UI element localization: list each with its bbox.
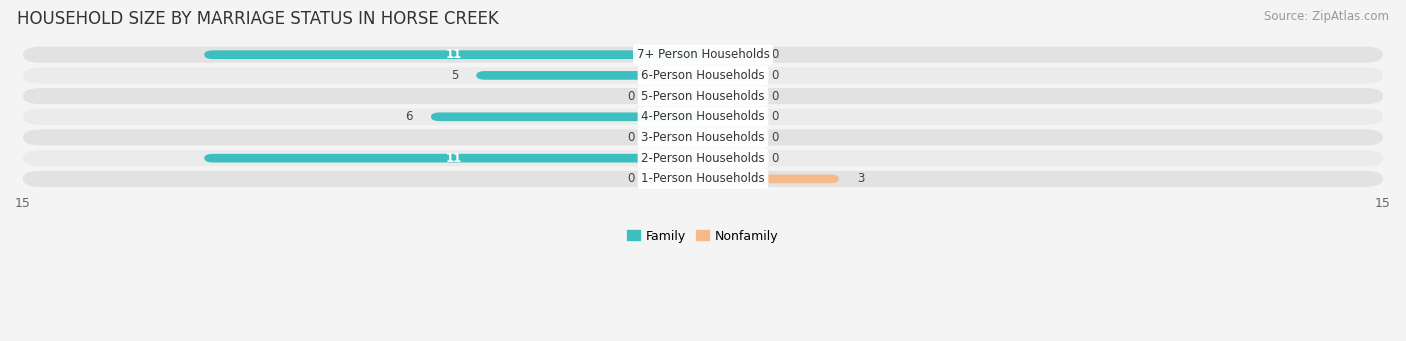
Text: 1-Person Households: 1-Person Households (641, 172, 765, 186)
Text: 0: 0 (770, 110, 779, 123)
FancyBboxPatch shape (648, 92, 703, 101)
Text: 0: 0 (627, 172, 636, 186)
FancyBboxPatch shape (477, 71, 703, 80)
Text: 5: 5 (451, 69, 458, 82)
Text: 11: 11 (446, 152, 461, 165)
FancyBboxPatch shape (22, 88, 1384, 104)
Text: 6: 6 (405, 110, 413, 123)
FancyBboxPatch shape (703, 154, 758, 163)
FancyBboxPatch shape (703, 71, 758, 80)
FancyBboxPatch shape (204, 154, 703, 163)
FancyBboxPatch shape (22, 109, 1384, 125)
FancyBboxPatch shape (22, 150, 1384, 166)
Text: 3-Person Households: 3-Person Households (641, 131, 765, 144)
FancyBboxPatch shape (703, 92, 758, 101)
Text: 3: 3 (858, 172, 865, 186)
FancyBboxPatch shape (648, 175, 703, 183)
FancyBboxPatch shape (703, 175, 839, 183)
Text: HOUSEHOLD SIZE BY MARRIAGE STATUS IN HORSE CREEK: HOUSEHOLD SIZE BY MARRIAGE STATUS IN HOR… (17, 10, 499, 28)
Text: 0: 0 (770, 69, 779, 82)
Text: 7+ Person Households: 7+ Person Households (637, 48, 769, 61)
Text: 4-Person Households: 4-Person Households (641, 110, 765, 123)
Text: 0: 0 (627, 90, 636, 103)
FancyBboxPatch shape (648, 133, 703, 142)
FancyBboxPatch shape (703, 113, 758, 121)
Text: 0: 0 (770, 48, 779, 61)
Legend: Family, Nonfamily: Family, Nonfamily (623, 225, 783, 248)
Text: 0: 0 (770, 152, 779, 165)
FancyBboxPatch shape (22, 67, 1384, 84)
FancyBboxPatch shape (204, 50, 703, 59)
FancyBboxPatch shape (22, 171, 1384, 187)
FancyBboxPatch shape (432, 113, 703, 121)
FancyBboxPatch shape (22, 47, 1384, 63)
Text: Source: ZipAtlas.com: Source: ZipAtlas.com (1264, 10, 1389, 23)
Text: 0: 0 (770, 90, 779, 103)
Text: 5-Person Households: 5-Person Households (641, 90, 765, 103)
FancyBboxPatch shape (22, 129, 1384, 146)
Text: 6-Person Households: 6-Person Households (641, 69, 765, 82)
Text: 11: 11 (446, 48, 461, 61)
FancyBboxPatch shape (703, 50, 758, 59)
FancyBboxPatch shape (703, 133, 758, 142)
Text: 0: 0 (770, 131, 779, 144)
Text: 0: 0 (627, 131, 636, 144)
Text: 2-Person Households: 2-Person Households (641, 152, 765, 165)
